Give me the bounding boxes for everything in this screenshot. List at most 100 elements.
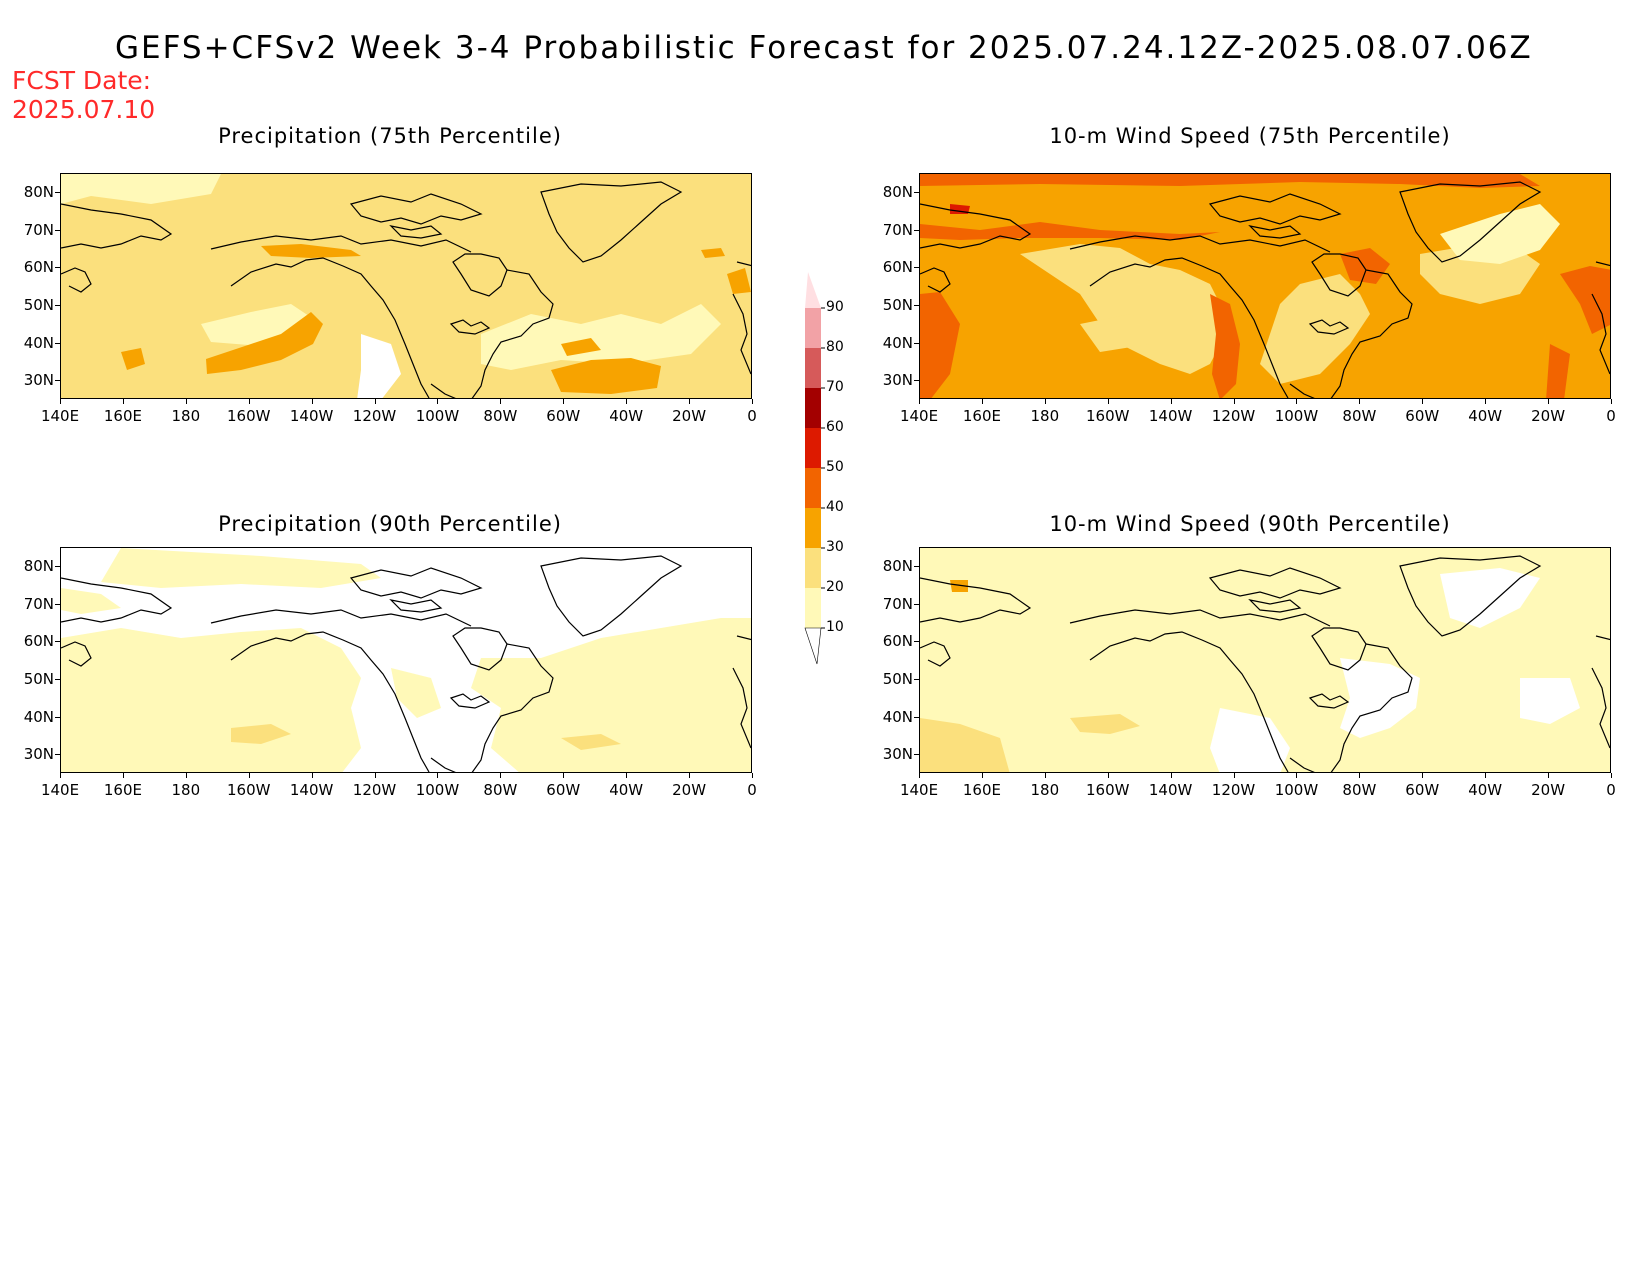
lon-tick-label: 140E: [40, 407, 80, 425]
lon-tick-label: 0: [1606, 407, 1616, 425]
lon-tick-label: 160W: [226, 407, 271, 425]
lat-tick-label: 70N: [882, 220, 913, 239]
colorbar-label: 80: [826, 339, 844, 355]
lon-tick-label: 160W: [1085, 781, 1130, 799]
lon-tick: [1044, 773, 1046, 778]
lon-tick-label: 160E: [962, 781, 1001, 799]
lon-tick: [1170, 773, 1172, 778]
field-40-50: [1546, 344, 1570, 398]
lat-tick: [914, 716, 919, 718]
coastline: [1289, 383, 1315, 398]
lat-tick: [55, 754, 60, 756]
lon-tick: [374, 399, 376, 404]
colorbar-lower-triangle: [804, 627, 822, 665]
coastline: [1248, 225, 1302, 239]
lon-tick: [1611, 399, 1612, 404]
coastline: [1308, 319, 1350, 335]
coastline: [920, 577, 1032, 623]
lat-tick-label: 40N: [882, 333, 913, 352]
lat-tick: [914, 229, 919, 231]
lon-tick-label: 60W: [1405, 781, 1440, 799]
lat-tick-label: 50N: [882, 669, 913, 688]
main-title: GEFS+CFSv2 Week 3-4 Probabilistic Foreca…: [115, 30, 1533, 66]
lat-tick-label: 30N: [882, 371, 913, 390]
lat-tick: [55, 229, 60, 231]
lat-tick: [914, 641, 919, 643]
field-40-50: [920, 174, 1540, 188]
lon-tick: [1296, 399, 1298, 404]
panel-title-precip-90: Precipitation (90th Percentile): [218, 512, 562, 536]
colorbar-segment: [805, 348, 821, 388]
lon-tick: [626, 399, 628, 404]
colorbar-segment: [805, 588, 821, 628]
lon-tick: [1548, 399, 1550, 404]
lon-tick-label: 140E: [40, 781, 80, 799]
lon-tick: [437, 773, 439, 778]
colorbar-segment: [805, 468, 821, 508]
field-40-50: [1210, 294, 1240, 398]
field-30-40: [551, 358, 661, 394]
lon-tick-label: 60W: [546, 407, 581, 425]
lon-tick: [1485, 399, 1487, 404]
lon-tick: [1233, 773, 1235, 778]
coastline: [210, 609, 472, 627]
lon-tick: [1422, 773, 1424, 778]
lon-tick: [122, 773, 124, 778]
lon-tick-label: 100W: [1274, 781, 1319, 799]
coastline: [1208, 567, 1342, 599]
lat-tick-label: 60N: [23, 258, 54, 277]
colorbar-label: 30: [826, 539, 844, 555]
coastline: [449, 319, 491, 335]
coastline: [210, 235, 472, 253]
field-10-20: [61, 174, 221, 204]
colorbar-segment: [805, 508, 821, 548]
field-40-50: [920, 292, 960, 398]
lon-tick: [374, 773, 376, 778]
coastline: [1289, 757, 1315, 772]
colorbar-upper-triangle: [805, 272, 821, 308]
lon-tick: [919, 399, 920, 404]
field-10-20: [391, 668, 441, 718]
lat-tick-label: 50N: [882, 295, 913, 314]
lat-tick-label: 70N: [882, 594, 913, 613]
lon-tick: [563, 399, 565, 404]
lon-tick-label: 120W: [1211, 407, 1256, 425]
coastline: [230, 631, 430, 772]
lon-tick: [1107, 399, 1109, 404]
lon-tick-label: 120W: [352, 407, 397, 425]
lon-tick-label: 160E: [962, 407, 1001, 425]
lon-tick-label: 40W: [1468, 781, 1503, 799]
colorbar-label: 10: [826, 619, 844, 635]
lon-tick-label: 20W: [1531, 781, 1566, 799]
lat-tick: [914, 380, 919, 382]
lon-tick-label: 40W: [609, 781, 644, 799]
lon-tick-label: 180: [171, 407, 201, 425]
coastline: [1208, 193, 1342, 225]
coastline: [61, 641, 92, 667]
lat-tick-label: 50N: [23, 669, 54, 688]
lat-tick: [914, 342, 919, 344]
lon-tick: [981, 773, 983, 778]
lat-tick-label: 80N: [882, 182, 913, 201]
lon-tick: [122, 399, 124, 404]
colorbar: [804, 272, 825, 665]
lon-tick: [752, 773, 753, 778]
lon-tick: [437, 399, 439, 404]
field-below-10: [1520, 678, 1580, 724]
lon-tick: [1422, 399, 1424, 404]
colorbar-segment: [805, 308, 821, 348]
field-30-40: [701, 248, 725, 258]
field-20-30: [1020, 244, 1226, 374]
lon-tick-label: 20W: [672, 781, 707, 799]
lon-tick-label: 80W: [483, 407, 518, 425]
coastline: [920, 267, 951, 293]
lon-tick: [248, 773, 250, 778]
coastline: [1330, 269, 1413, 398]
lon-tick-label: 140W: [289, 407, 334, 425]
colorbar-segment: [805, 428, 821, 468]
lat-tick-label: 30N: [23, 371, 54, 390]
field-20-30: [920, 718, 1010, 772]
field-20-30: [1070, 714, 1140, 734]
coastline: [471, 643, 554, 772]
lat-tick-label: 80N: [23, 556, 54, 575]
